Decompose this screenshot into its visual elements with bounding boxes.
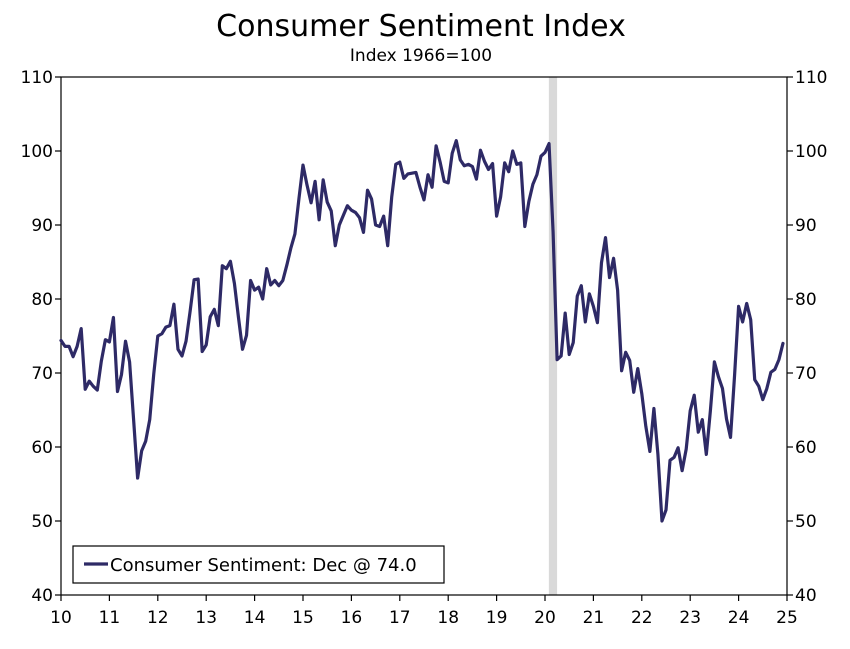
y-tick-label-left: 100 <box>21 142 53 162</box>
x-tick-label: 17 <box>389 608 411 628</box>
x-tick-label: 10 <box>50 608 72 628</box>
y-axis-right: 40 50 60 70 80 90 100 110 <box>787 68 827 606</box>
x-tick-label: 23 <box>679 608 701 628</box>
y-tick-label-right: 50 <box>795 512 817 532</box>
x-tick-label: 20 <box>534 608 556 628</box>
legend: Consumer Sentiment: Dec @ 74.0 <box>72 545 445 584</box>
x-tick-label: 21 <box>583 608 605 628</box>
y-tick-label-right: 110 <box>795 68 827 88</box>
x-tick-label: 13 <box>195 608 217 628</box>
x-axis: 10 11 12 13 14 15 16 17 18 19 20 21 22 23 24 25 <box>50 595 798 628</box>
y-tick-label-left: 70 <box>31 364 53 384</box>
x-tick-label: 19 <box>486 608 508 628</box>
x-tick-label: 22 <box>631 608 653 628</box>
sentiment-series-line <box>59 139 785 523</box>
y-tick-label-right: 100 <box>795 142 827 162</box>
y-tick-label-left: 40 <box>31 586 53 606</box>
y-tick-label-left: 50 <box>31 512 53 532</box>
y-axis-left: 40 50 60 70 80 90 100 110 <box>21 68 61 606</box>
x-tick-label: 16 <box>341 608 363 628</box>
y-tick-label-left: 90 <box>31 216 53 236</box>
chart-title: Consumer Sentiment Index <box>216 9 626 44</box>
y-tick-label-left: 110 <box>21 68 53 88</box>
x-tick-label: 14 <box>244 608 266 628</box>
plot-frame <box>60 76 788 596</box>
recession-band <box>548 77 558 595</box>
y-tick-label-right: 90 <box>795 216 817 236</box>
y-tick-label-left: 80 <box>31 290 53 310</box>
legend-box <box>72 545 445 584</box>
chart-subtitle: Index 1966=100 <box>350 46 492 66</box>
x-tick-label: 18 <box>437 608 459 628</box>
y-tick-label-left: 60 <box>31 438 53 458</box>
x-tick-label: 15 <box>292 608 314 628</box>
y-tick-label-right: 40 <box>795 586 817 606</box>
y-tick-label-right: 70 <box>795 364 817 384</box>
legend-label: Consumer Sentiment: Dec @ 74.0 <box>110 555 417 576</box>
x-tick-label: 12 <box>147 608 169 628</box>
y-tick-label-right: 80 <box>795 290 817 310</box>
x-tick-label: 25 <box>776 608 798 628</box>
y-tick-label-right: 60 <box>795 438 817 458</box>
x-tick-label: 24 <box>728 608 750 628</box>
x-tick-label: 11 <box>99 608 121 628</box>
